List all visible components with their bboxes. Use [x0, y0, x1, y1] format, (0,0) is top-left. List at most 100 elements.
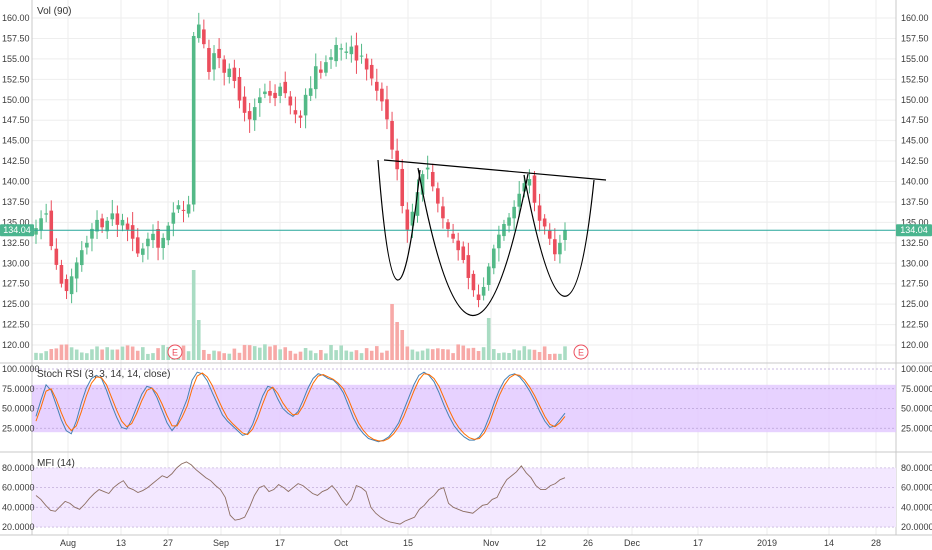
candle-body[interactable]	[110, 213, 115, 220]
candle-body[interactable]	[497, 234, 501, 249]
candle-body[interactable]	[237, 76, 242, 101]
candle-body[interactable]	[471, 273, 476, 291]
candle-body[interactable]	[85, 242, 89, 248]
candle-body[interactable]	[54, 248, 59, 265]
candle-body[interactable]	[44, 213, 48, 215]
candle-body[interactable]	[324, 62, 328, 73]
candle-body[interactable]	[542, 218, 547, 227]
right-price-axis[interactable]: 120.00 122.50 125.00 127.50 130.00 132.50 135.…	[901, 13, 932, 532]
candle-body[interactable]	[141, 248, 145, 255]
candle-body[interactable]	[202, 29, 206, 45]
candle-body[interactable]	[95, 219, 99, 232]
candle-body[interactable]	[558, 242, 562, 255]
candle-body[interactable]	[151, 233, 155, 241]
candle-body[interactable]	[161, 237, 165, 249]
candle-body[interactable]	[319, 69, 323, 73]
candle-body[interactable]	[227, 68, 232, 78]
stoch-rsi-legend[interactable]: Stoch RSI (3, 3, 14, 14, close)	[37, 369, 170, 380]
stoch-rsi-lines[interactable]	[35, 371, 566, 443]
mfi-line-path[interactable]	[35, 461, 566, 525]
candle-body[interactable]	[74, 262, 79, 279]
candle-body[interactable]	[380, 88, 384, 102]
candle-body[interactable]	[369, 64, 374, 79]
candle-body[interactable]	[217, 48, 221, 59]
candle-body[interactable]	[186, 204, 191, 214]
candle-body[interactable]	[374, 81, 379, 91]
candle-body[interactable]	[207, 47, 211, 72]
candle-body[interactable]	[339, 48, 343, 50]
candle-body[interactable]	[100, 218, 104, 228]
time-axis[interactable]: Aug 13 27 Sep 17 Oct 15 Nov 12 26 Dec 17 2019 14 28	[60, 538, 881, 548]
candle-body[interactable]	[308, 88, 313, 96]
candle-body[interactable]	[563, 230, 567, 241]
candle-body[interactable]	[39, 218, 43, 231]
mfi-line[interactable]	[35, 461, 566, 525]
earnings-badge[interactable]: E	[167, 344, 183, 360]
candle-body[interactable]	[64, 279, 69, 292]
candle-body[interactable]	[395, 150, 399, 170]
stoch-d-line[interactable]	[35, 372, 566, 442]
candle-body[interactable]	[278, 86, 282, 96]
left-price-axis[interactable]: 120.00 122.50 125.00 127.50 130.00 132.50 135.…	[2, 13, 40, 532]
candle-body[interactable]	[115, 213, 120, 225]
candle-body[interactable]	[191, 35, 196, 205]
candle-body[interactable]	[537, 205, 542, 221]
candle-body[interactable]	[252, 107, 257, 121]
candle-body[interactable]	[49, 210, 54, 247]
candle-body[interactable]	[481, 286, 486, 296]
candle-body[interactable]	[329, 57, 333, 60]
candle-body[interactable]	[258, 97, 262, 104]
candle-body[interactable]	[90, 228, 94, 239]
candle-body[interactable]	[344, 51, 349, 53]
earnings-badge[interactable]: E	[573, 344, 589, 360]
candle-body[interactable]	[69, 276, 74, 295]
candle-body[interactable]	[120, 219, 125, 226]
candle-body[interactable]	[420, 174, 425, 195]
candle-body[interactable]	[349, 46, 354, 55]
candle-body[interactable]	[135, 237, 140, 254]
candle-body[interactable]	[491, 248, 496, 269]
candle-body[interactable]	[466, 255, 471, 278]
volume-legend[interactable]: Vol (90)	[37, 6, 71, 17]
candle-body[interactable]	[59, 265, 64, 284]
candle-body[interactable]	[532, 175, 537, 203]
candle-body[interactable]	[232, 67, 237, 81]
candle-body[interactable]	[400, 168, 405, 207]
candle-body[interactable]	[430, 171, 435, 187]
candle-body[interactable]	[364, 58, 369, 70]
candle-body[interactable]	[130, 225, 135, 239]
candle-body[interactable]	[451, 233, 455, 239]
mfi-legend[interactable]: MFI (14)	[37, 458, 75, 469]
candle-body[interactable]	[293, 110, 298, 115]
candle-body[interactable]	[405, 209, 410, 230]
candle-body[interactable]	[390, 120, 394, 150]
candle-body[interactable]	[334, 44, 338, 62]
candle-body[interactable]	[171, 212, 176, 224]
candle-body[interactable]	[359, 55, 364, 57]
candle-body[interactable]	[222, 59, 227, 73]
candle-body[interactable]	[446, 222, 450, 229]
candle-body[interactable]	[461, 246, 466, 260]
candle-body[interactable]	[288, 96, 293, 106]
candle-body[interactable]	[313, 66, 318, 90]
candle-body[interactable]	[553, 239, 557, 255]
candle-body[interactable]	[176, 205, 181, 210]
candle-body[interactable]	[181, 209, 186, 211]
candle-body[interactable]	[527, 179, 532, 186]
candle-body[interactable]	[476, 294, 481, 301]
head-and-shoulders-drawing[interactable]	[377, 159, 607, 316]
candle-body[interactable]	[436, 188, 440, 204]
candle-body[interactable]	[125, 223, 130, 230]
candle-body[interactable]	[517, 193, 522, 207]
candle-body[interactable]	[512, 206, 516, 219]
candle-body[interactable]	[242, 96, 247, 113]
candle-body[interactable]	[273, 92, 277, 99]
candle-body[interactable]	[283, 81, 288, 94]
candle-body[interactable]	[385, 99, 389, 120]
candle-body[interactable]	[166, 225, 171, 241]
candle-body[interactable]	[547, 230, 552, 239]
candle-body[interactable]	[105, 220, 110, 232]
candle-body[interactable]	[441, 206, 445, 219]
candle-body[interactable]	[507, 217, 511, 226]
